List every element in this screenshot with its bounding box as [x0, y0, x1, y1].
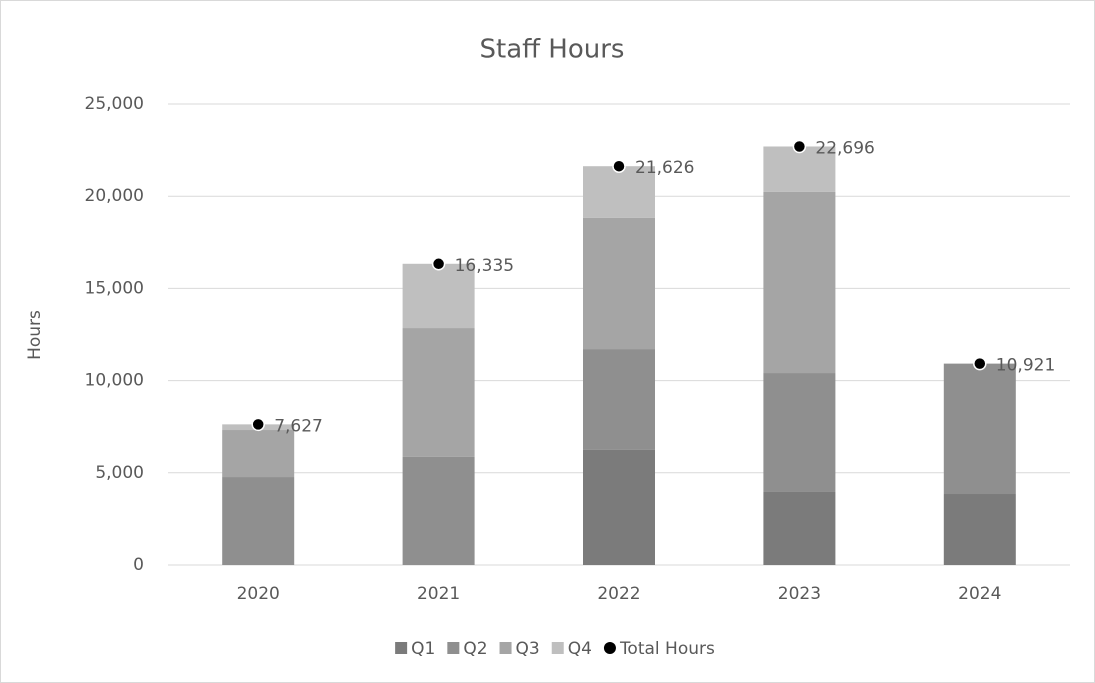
bar-segment	[583, 449, 655, 565]
data-label: 21,626	[635, 158, 694, 178]
legend-swatch	[551, 642, 564, 654]
data-label: 16,335	[455, 256, 514, 276]
bar-segment	[402, 263, 475, 329]
bar-segment	[583, 166, 655, 218]
bar-segment	[583, 349, 655, 450]
x-tick-label: 2024	[958, 584, 1001, 604]
bar-segment	[222, 430, 295, 478]
legend-label: Q4	[568, 639, 592, 659]
bar-segment	[763, 146, 836, 192]
x-tick-label: 2022	[597, 584, 640, 604]
legend-label: Q3	[516, 639, 540, 659]
bar-segment	[583, 217, 655, 350]
bar-segment	[763, 491, 836, 565]
legend-swatch	[499, 642, 512, 654]
y-tick-label: 10,000	[85, 371, 144, 391]
total-marker	[792, 139, 807, 154]
bar-segment	[943, 494, 1016, 565]
legend-label: Q2	[463, 639, 487, 659]
y-tick-label: 15,000	[85, 278, 144, 298]
total-marker	[973, 356, 987, 371]
y-tick-label: 0	[133, 555, 144, 575]
legend-swatch	[395, 642, 408, 654]
y-axis-label: Hours	[25, 310, 45, 360]
bar-segment	[222, 477, 295, 565]
y-tick-label: 20,000	[85, 186, 144, 206]
total-marker	[251, 417, 265, 432]
x-tick-label: 2020	[237, 584, 280, 604]
y-tick-label: 25,000	[85, 94, 144, 114]
total-marker	[431, 257, 446, 271]
legend-marker	[603, 642, 616, 654]
x-tick-label: 2023	[778, 584, 821, 604]
data-label: 10,921	[996, 356, 1055, 376]
data-label: 7,627	[274, 416, 323, 436]
legend-label: Q1	[411, 639, 435, 659]
legend-swatch	[447, 642, 460, 654]
bar-segment	[943, 363, 1016, 495]
legend-label: Total Hours	[619, 639, 715, 659]
y-tick-label: 5,000	[95, 463, 144, 483]
bar-segment	[763, 191, 836, 374]
chart-title: Staff Hours	[480, 35, 625, 65]
x-tick-label: 2021	[417, 584, 460, 604]
bar-segment	[402, 328, 475, 457]
data-label: 22,696	[815, 138, 874, 158]
total-marker	[612, 159, 626, 173]
bar-segment	[763, 373, 836, 492]
bar-segment	[402, 456, 475, 565]
